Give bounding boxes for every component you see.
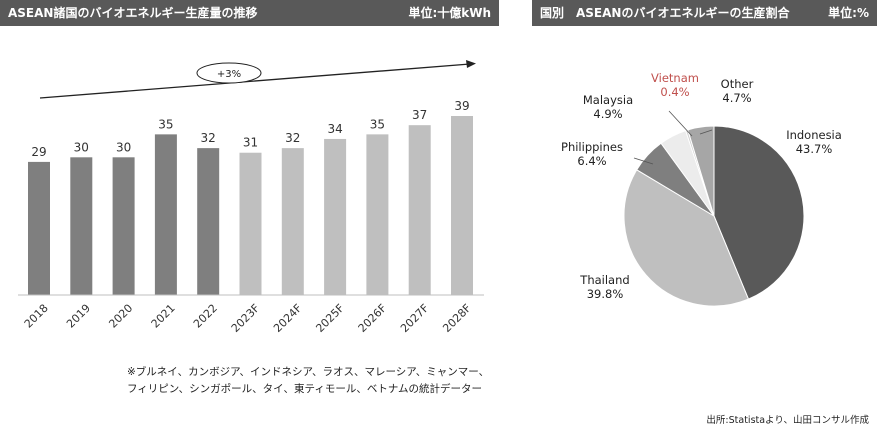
x-tick-label: 2024F <box>271 302 304 335</box>
bar-chart-header: ASEAN諸国のバイオエネルギー生産量の推移 単位:十億kWh <box>0 0 499 26</box>
growth-label: +3% <box>217 69 241 80</box>
pie-label-indonesia: Indonesia <box>786 128 842 142</box>
pie-value-thailand: 39.8% <box>587 287 624 301</box>
bar-value-label: 39 <box>454 99 469 113</box>
x-tick-label: 2028F <box>440 302 473 335</box>
bar-chart: +3% 29 2018 30 2019 30 2020 35 2021 32 2022 31 2023… <box>18 60 484 335</box>
bar-2025F <box>324 138 347 295</box>
pie-label-philippines: Philippines <box>561 140 623 154</box>
pie-chart-title: 国別 ASEANのバイオエネルギーの生産割合 <box>540 6 790 20</box>
source-note: 出所:Statistaより、山田コンサル作成 <box>706 415 869 426</box>
bar-2019 <box>70 157 93 295</box>
pie-value-other: 4.7% <box>722 91 751 105</box>
bar-value-label: 37 <box>412 108 427 122</box>
bar-value-label: 35 <box>370 117 385 131</box>
bar-2023F <box>239 152 262 295</box>
bar-value-label: 32 <box>285 131 300 145</box>
bar-value-label: 30 <box>74 140 89 154</box>
bar-value-label: 31 <box>243 136 258 150</box>
x-tick-label: 2023F <box>229 302 262 335</box>
pie-label-malaysia: Malaysia <box>583 93 633 107</box>
pie-label-thailand: Thailand <box>579 273 629 287</box>
x-tick-label: 2027F <box>398 302 431 335</box>
bar-chart-unit: 単位:十億kWh <box>408 6 491 20</box>
pie-value-vietnam: 0.4% <box>660 85 689 99</box>
bar-2028F <box>451 116 473 295</box>
pie-chart-unit: 単位:% <box>828 6 869 20</box>
growth-arrow: +3% <box>39 60 476 99</box>
pie-label-vietnam: Vietnam <box>651 71 699 85</box>
bar-2020 <box>112 157 135 295</box>
bar-2027F <box>408 125 431 295</box>
x-tick-label: 2018 <box>22 302 51 331</box>
bar-2018 <box>28 161 50 295</box>
bar-value-label: 30 <box>116 140 131 154</box>
bar-2022 <box>197 148 220 295</box>
bar-value-label: 29 <box>31 145 46 159</box>
pie-value-indonesia: 43.7% <box>796 142 833 156</box>
pie-chart-header: 国別 ASEANのバイオエネルギーの生産割合 単位:% <box>532 0 877 26</box>
bar-2021 <box>154 134 177 295</box>
pie-slice-other <box>687 125 715 217</box>
footnote-line-1: ※ブルネイ、カンボジア、インドネシア、ラオス、マレーシア、ミャンマー、 <box>127 366 490 378</box>
bar-2024F <box>281 148 304 295</box>
pie-value-malaysia: 4.9% <box>593 107 622 121</box>
pie-label-other: Other <box>721 77 754 91</box>
x-tick-label: 2025F <box>313 302 346 335</box>
bar-value-label: 35 <box>158 117 173 131</box>
bar-value-label: 34 <box>327 122 342 136</box>
pie-slice-indonesia <box>713 125 805 300</box>
x-tick-label: 2026F <box>356 302 389 335</box>
bar-chart-title: ASEAN諸国のバイオエネルギー生産量の推移 <box>8 6 258 20</box>
bar-value-label: 32 <box>201 131 216 145</box>
footnote-line-2: フィリピン、シンガポール、タイ、東ティモール、ベトナムの統計データー <box>127 383 483 395</box>
x-tick-label: 2021 <box>149 302 178 331</box>
x-tick-label: 2020 <box>106 302 135 331</box>
x-tick-label: 2022 <box>191 302 220 331</box>
pie-slice-thailand <box>623 169 750 307</box>
bar-2026F <box>366 134 389 295</box>
pie-value-philippines: 6.4% <box>577 154 606 168</box>
x-tick-label: 2019 <box>64 302 93 331</box>
footnote: ※ブルネイ、カンボジア、インドネシア、ラオス、マレーシア、ミャンマー、 フィリピ… <box>127 364 489 398</box>
